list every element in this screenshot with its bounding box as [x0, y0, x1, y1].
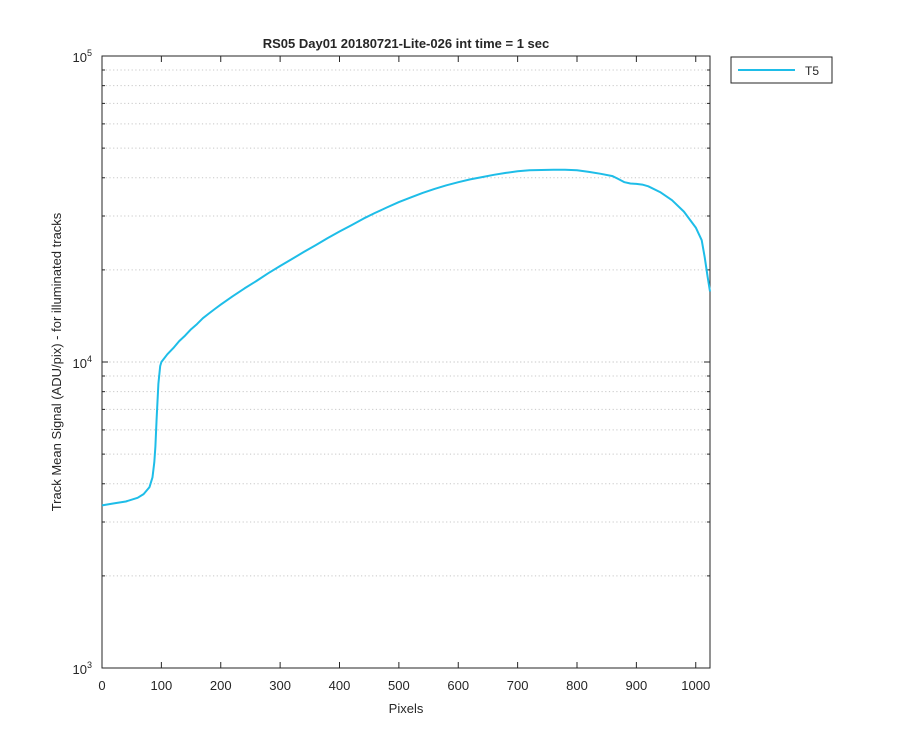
y-tick-label: 104: [73, 354, 92, 371]
x-axis-label: Pixels: [389, 701, 424, 716]
x-tick-label: 300: [269, 678, 291, 693]
legend: T5: [730, 56, 833, 84]
x-tick-label: 100: [151, 678, 173, 693]
x-tick-label: 800: [566, 678, 588, 693]
x-tick-label: 200: [210, 678, 232, 693]
x-tick-label: 0: [98, 678, 105, 693]
y-axis-label: Track Mean Signal (ADU/pix) - for illumi…: [49, 212, 64, 511]
axis-ticks: 0 100 200 300 400 500 600 700 800 900 1000 103 104 10…: [73, 48, 711, 693]
series-layer: [101, 168, 711, 507]
series-line-t5: [101, 168, 711, 507]
grid-lines: [102, 69, 710, 577]
chart-title: RS05 Day01 20180721-Lite-026 int time = …: [263, 36, 550, 51]
x-tick-label: 500: [388, 678, 410, 693]
x-tick-label: 700: [507, 678, 529, 693]
y-tick-label: 105: [73, 48, 92, 65]
x-tick-label: 400: [329, 678, 351, 693]
y-tick-label: 103: [73, 660, 92, 677]
x-tick-label: 900: [626, 678, 648, 693]
x-tick-label: 1000: [681, 678, 710, 693]
legend-label-t5: T5: [805, 64, 819, 78]
x-tick-label: 600: [447, 678, 469, 693]
